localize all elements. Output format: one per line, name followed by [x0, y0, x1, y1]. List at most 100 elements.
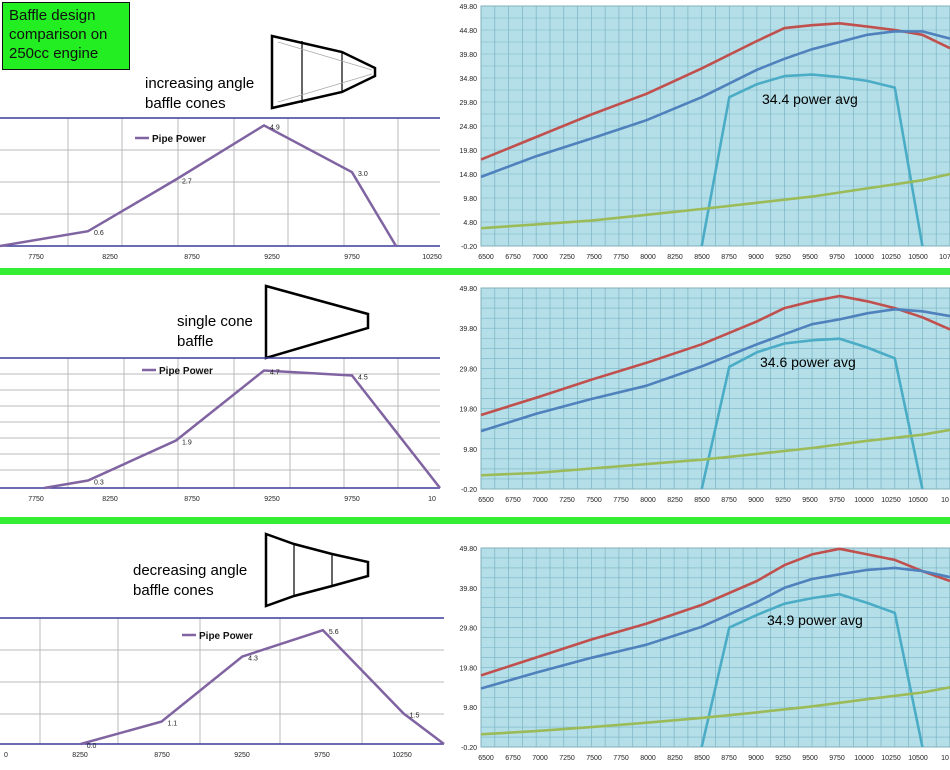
x-tick-label: 7250: [559, 755, 575, 762]
y-tick-label: 24.80: [459, 124, 477, 131]
x-tick-label: 10: [941, 755, 949, 762]
x-tick-label: 9000: [748, 254, 764, 261]
legend-label: Pipe Power: [159, 366, 213, 377]
x-tick-label: 8750: [184, 496, 200, 503]
x-tick-label: 9750: [829, 755, 845, 762]
x-tick-label: 10: [428, 496, 436, 503]
section-1-label: increasing angle baffle cones: [145, 74, 254, 114]
x-tick-label: 7000: [532, 755, 548, 762]
baffle-decreasing-angle-icon: [262, 530, 374, 612]
data-label: 3.0: [358, 171, 368, 178]
data-label: 1.5: [410, 713, 420, 720]
legend-label: Pipe Power: [152, 134, 206, 145]
x-tick-label: 8500: [694, 755, 710, 762]
series-line-3: [700, 73, 924, 247]
x-tick-label: 9750: [829, 497, 845, 504]
x-tick-label: 9750: [344, 254, 360, 261]
y-tick-label: 39.80: [459, 52, 477, 59]
title-line-1: Baffle design: [9, 7, 96, 24]
x-tick-label: 8250: [667, 497, 683, 504]
x-tick-label: 6750: [505, 254, 521, 261]
y-tick-label: 4.80: [463, 220, 477, 227]
power-avg-label: 34.9 power avg: [767, 612, 863, 628]
data-label: 1.1: [167, 721, 177, 728]
x-tick-label: 9000: [748, 497, 764, 504]
data-label: 0.0: [87, 743, 97, 750]
x-tick-label: 9250: [775, 497, 791, 504]
pipe-power-chart-2: 0.3 1.9 4.7 4.5 7750 8250 8750 9250 9750 10 Pipe P…: [0, 357, 441, 503]
y-tick-label: 29.80: [459, 100, 477, 107]
y-tick-label: 9.80: [463, 447, 477, 454]
x-tick-label: 6750: [505, 755, 521, 762]
series-line-4: [480, 686, 950, 736]
section-3-label-line-2: baffle cones: [133, 582, 214, 599]
data-label: 5.6: [329, 629, 339, 636]
x-tick-label: 10500: [908, 254, 928, 261]
x-tick-label: 8500: [694, 254, 710, 261]
x-tick-label: 8750: [184, 254, 200, 261]
pipe-power-chart-1: 0.6 2.7 4.9 3.0 7750 8250 8750 9250 9750 10250 Pip…: [0, 117, 442, 261]
x-tick-label: 8500: [694, 497, 710, 504]
x-tick-label: 9500: [802, 254, 818, 261]
x-tick-label: 10: [941, 497, 949, 504]
power-avg-label: 34.4 power avg: [762, 91, 858, 107]
y-tick-label: 39.80: [459, 586, 477, 593]
series-line-2: [480, 30, 950, 179]
section-1-label-line-2: baffle cones: [145, 95, 226, 112]
y-tick-label: 34.80: [459, 76, 477, 83]
data-label: 0.3: [94, 480, 104, 487]
y-tick-label: -0.20: [461, 745, 477, 752]
baffle-increasing-angle-icon: [268, 30, 380, 112]
x-tick-label: 6500: [478, 254, 494, 261]
x-tick-label: 7250: [559, 497, 575, 504]
x-tick-label: 7000: [532, 497, 548, 504]
data-label: 2.7: [182, 179, 192, 186]
x-tick-label: 9750: [314, 752, 330, 759]
pipe-power-line: [80, 628, 445, 746]
section-separator: [0, 268, 950, 275]
y-tick-label: 49.80: [459, 286, 477, 293]
x-tick-label: 7500: [586, 755, 602, 762]
x-tick-label: 7750: [28, 254, 44, 261]
x-tick-label: 10000: [854, 497, 874, 504]
series-line-3: [700, 592, 924, 748]
section-3-label: decreasing angle baffle cones: [133, 561, 247, 601]
data-label: 4.9: [270, 124, 280, 131]
x-tick-label: 9250: [264, 496, 280, 503]
x-tick-label: 8750: [154, 752, 170, 759]
y-tick-label: 29.80: [459, 366, 477, 373]
x-tick-label: 7750: [613, 755, 629, 762]
section-separator: [0, 517, 950, 524]
series-line-1: [480, 21, 950, 161]
x-tick-label: 0: [4, 752, 8, 759]
title-line-3: 250cc engine: [9, 45, 99, 62]
x-tick-label: 8000: [640, 497, 656, 504]
x-tick-label: 6750: [505, 497, 521, 504]
y-tick-label: 14.80: [459, 172, 477, 179]
x-tick-label: 8000: [640, 254, 656, 261]
pipe-power-line: [0, 123, 398, 248]
x-tick-label: 9500: [802, 497, 818, 504]
x-tick-label: 7500: [586, 254, 602, 261]
section-2-label-line-2: baffle: [177, 333, 214, 350]
title-line-2: comparison on: [9, 26, 108, 43]
y-tick-label: 44.80: [459, 28, 477, 35]
series-line-4: [480, 428, 950, 477]
x-tick-label: 10500: [908, 755, 928, 762]
x-tick-label: 8750: [721, 497, 737, 504]
x-tick-label: 8250: [667, 755, 683, 762]
x-tick-label: 10500: [908, 497, 928, 504]
data-label: 4.7: [270, 370, 280, 377]
title-box: Baffle design comparison on 250cc engine: [2, 2, 130, 70]
x-tick-label: 7250: [559, 254, 575, 261]
data-label: 4.5: [358, 375, 368, 382]
power-avg-label: 34.6 power avg: [760, 354, 856, 370]
x-tick-label: 8000: [640, 755, 656, 762]
power-curves-chart-1: 49.80 44.80 39.80 34.80 29.80 24.80 19.80 14.80…: [459, 4, 950, 261]
x-tick-label: 10250: [422, 254, 442, 261]
x-tick-label: 7750: [613, 497, 629, 504]
series-line-3: [700, 337, 924, 490]
x-tick-label: 8250: [667, 254, 683, 261]
section-2-label: single cone baffle: [177, 312, 253, 352]
